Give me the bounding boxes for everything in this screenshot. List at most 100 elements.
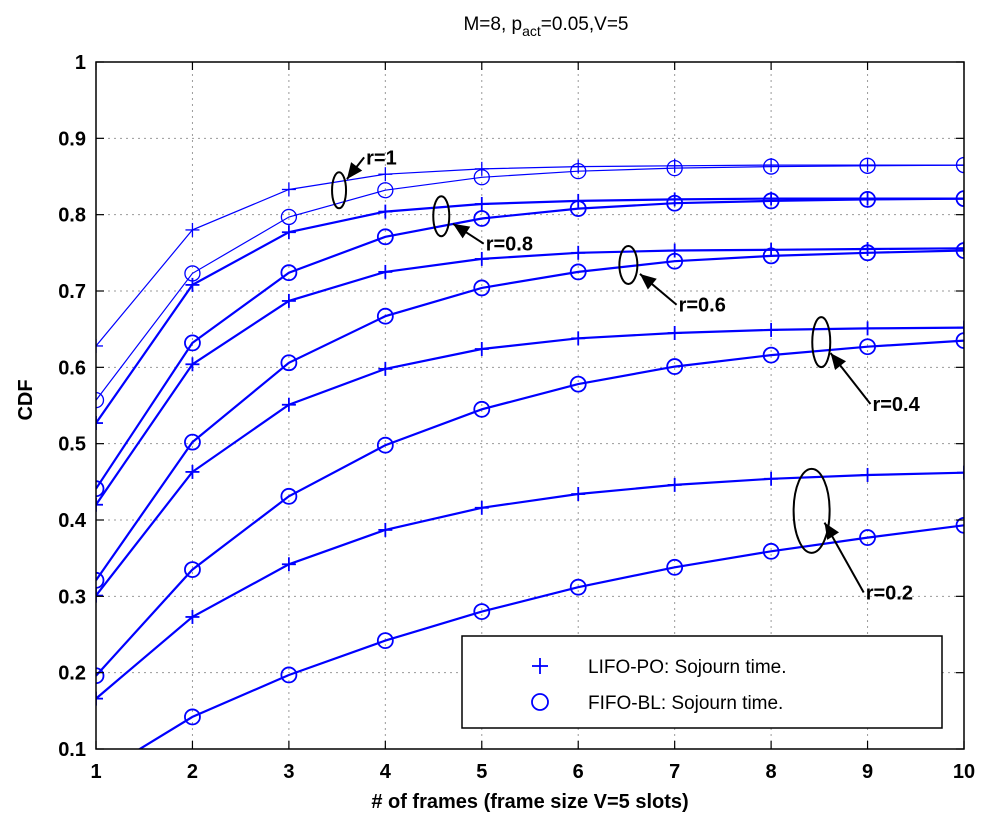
data-point-circle: [762, 158, 780, 175]
data-point-circle: [666, 252, 684, 270]
data-point-circle: [376, 632, 394, 650]
x-tick-label: 2: [187, 761, 198, 783]
data-point-plus: [571, 245, 586, 260]
x-tick-label: 6: [573, 761, 584, 783]
data-point-circle: [666, 159, 683, 177]
data-point-circle: [859, 529, 876, 546]
data-point-circle: [184, 708, 201, 726]
data-point-plus: [764, 322, 779, 337]
data-point-plus: [957, 320, 964, 335]
data-point-plus: [281, 225, 296, 240]
series-line: [137, 524, 964, 749]
data-point-circle: [377, 182, 394, 199]
data-point-circle: [280, 264, 298, 282]
data-point-circle: [762, 542, 780, 560]
annotation-r0.6: r=0.6: [618, 245, 726, 317]
data-point-plus: [185, 357, 200, 372]
annotation-ellipse: [792, 467, 831, 554]
series-line: [96, 247, 964, 506]
data-point-circle: [184, 433, 201, 451]
data-point-plus: [96, 691, 103, 706]
legend-marker-plus: [532, 658, 548, 674]
data-point-circle: [376, 228, 394, 246]
series-r1-plus: [96, 158, 964, 353]
annotation-ellipse: [331, 171, 348, 210]
annotation-r0.2: r=0.2: [792, 467, 913, 605]
annotation-label: r=1: [366, 147, 397, 169]
annotation-arrowhead: [830, 353, 847, 370]
annotation-ellipse: [618, 245, 639, 286]
series-line: [96, 326, 964, 597]
x-tick-label: 9: [862, 761, 873, 783]
data-point-circle: [666, 194, 684, 212]
data-point-circle: [376, 436, 394, 454]
chart-title: M=8, pact=0.05,V=5: [463, 14, 628, 39]
data-point-plus: [378, 361, 393, 376]
annotation-label: r=0.2: [866, 583, 913, 605]
y-tick-label: 0.8: [58, 205, 86, 227]
annotation-r0.8: r=0.8: [432, 195, 533, 256]
series-line: [96, 164, 964, 401]
data-point-circle: [762, 192, 780, 210]
data-point-circle: [569, 375, 587, 393]
data-point-plus: [185, 609, 200, 624]
annotation-arrowhead: [346, 162, 363, 180]
y-tick-label: 0.9: [58, 128, 86, 150]
data-point-circle: [569, 578, 587, 596]
series-r0.2-plus: [96, 465, 964, 706]
data-point-plus: [96, 338, 103, 353]
annotation-label: r=0.6: [679, 295, 726, 317]
annotation-arrowhead: [824, 522, 840, 540]
data-point-circle: [666, 358, 684, 375]
data-point-circle: [955, 332, 964, 350]
data-point-circle: [955, 242, 964, 259]
data-point-plus: [571, 487, 586, 502]
data-point-circle: [569, 263, 587, 281]
data-point-circle: [96, 480, 105, 498]
data-point-plus: [378, 167, 393, 182]
x-tick-label: 4: [380, 761, 392, 783]
x-tick-label: 7: [669, 761, 680, 783]
series-line: [96, 164, 964, 347]
data-point-plus: [474, 251, 489, 266]
chart-title-sub: act: [522, 23, 541, 39]
series-r1-circle: [96, 156, 964, 409]
data-point-circle: [280, 354, 298, 372]
data-point-circle: [955, 156, 964, 174]
series-line: [96, 471, 964, 700]
data-point-plus: [474, 161, 489, 176]
data-point-circle: [473, 169, 490, 186]
data-point-circle: [859, 190, 876, 208]
y-tick-label: 0.3: [58, 586, 86, 608]
data-point-plus: [860, 467, 875, 482]
y-tick-label: 0.6: [58, 357, 86, 379]
data-point-plus: [667, 477, 682, 492]
data-point-plus: [860, 158, 875, 173]
data-point-circle: [280, 487, 298, 505]
data-point-plus: [281, 293, 296, 308]
series-layer: [96, 156, 964, 749]
ticks: 1 2 3 4 5 6 7 8 9 10 0.1 0.2 0.3 0.4 0.5 0.6 0.7 0.8 0.9 1: [58, 52, 975, 783]
legend-label-fifo: FIFO-BL: Sojourn time.: [588, 693, 783, 714]
data-point-plus: [764, 158, 779, 173]
annotation-arrowhead: [453, 223, 471, 239]
chart-title-main: M=8, p: [463, 14, 522, 35]
series-line: [96, 249, 964, 581]
annotation-r1: r=1: [331, 147, 397, 210]
series-r0.4-circle: [96, 332, 964, 685]
series-line: [96, 339, 964, 677]
data-point-plus: [667, 325, 682, 340]
series-r0.6-circle: [96, 242, 964, 589]
legend-box: [461, 635, 943, 729]
data-point-plus: [378, 522, 393, 537]
data-point-plus: [281, 397, 296, 412]
data-point-plus: [474, 342, 489, 357]
series-r0.4-plus: [96, 320, 964, 603]
data-point-plus: [764, 471, 779, 486]
data-point-circle: [96, 571, 105, 589]
data-point-plus: [185, 277, 200, 292]
data-point-circle: [762, 247, 780, 265]
data-point-plus: [860, 321, 875, 336]
annotation-label: r=0.8: [486, 234, 533, 256]
